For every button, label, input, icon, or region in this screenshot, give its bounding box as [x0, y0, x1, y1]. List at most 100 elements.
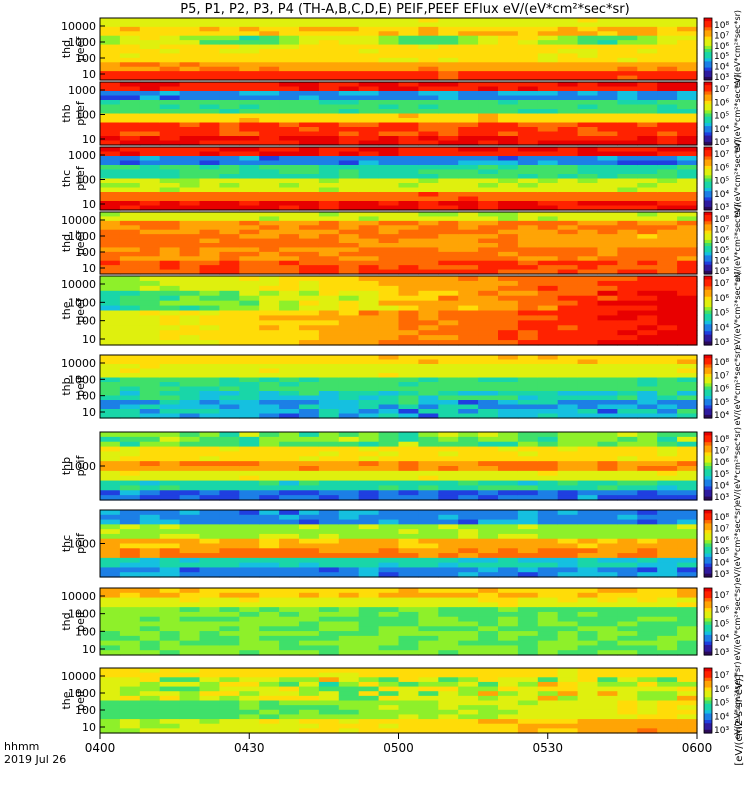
spectrogram-cell [617, 91, 638, 97]
spectrogram-cell [318, 446, 340, 453]
spectrogram-cell [478, 533, 499, 540]
spectrogram-cell [219, 220, 240, 226]
spectrogram-cell [438, 470, 459, 477]
spectrogram-cell [458, 533, 479, 540]
spectrogram-cell [318, 187, 340, 193]
spectrogram-cell [139, 127, 161, 133]
spectrogram-cell [139, 22, 161, 28]
spectrogram-cell [279, 510, 300, 516]
spectrogram-cell [418, 26, 439, 32]
spectrogram-cell [617, 470, 638, 477]
spectrogram-cell [338, 728, 360, 734]
spectrogram-cell [617, 588, 638, 594]
spectrogram-cell [100, 26, 121, 32]
spectrogram-cell [597, 160, 618, 166]
spectrogram-cell [378, 183, 400, 189]
spectrogram-cell [617, 441, 638, 448]
spectrogram-cell [517, 538, 539, 545]
spectrogram-cell [458, 691, 479, 697]
spectrogram-cell [597, 466, 618, 472]
spectrogram-cell [557, 524, 579, 530]
spectrogram-cell [458, 432, 479, 438]
spectrogram-cell [159, 192, 181, 198]
spectrogram-cell [358, 602, 380, 608]
spectrogram-cell [478, 611, 499, 618]
spectrogram-cell [458, 592, 479, 599]
spectrogram-cell [458, 44, 479, 50]
spectrogram-cell [318, 461, 340, 467]
spectrogram-cell [159, 335, 181, 341]
spectrogram-cell [358, 677, 380, 683]
spectrogram-cell [478, 151, 499, 157]
colorbar-segment [704, 414, 712, 419]
spectrogram-cell [299, 621, 320, 627]
spectrogram-cell [438, 562, 459, 569]
spectrogram-cell [259, 714, 280, 720]
spectrogram-cell [537, 719, 559, 725]
spectrogram-cell [358, 216, 380, 222]
spectrogram-cell [617, 247, 638, 253]
spectrogram-cell [517, 260, 539, 266]
spectrogram-cell [358, 212, 380, 218]
spectrogram-cell [537, 165, 559, 171]
colorbar-tick-label: 10⁵ [714, 398, 729, 408]
spectrogram-cell [219, 276, 240, 282]
spectrogram-cell [557, 300, 579, 307]
spectrogram-cell [557, 451, 579, 457]
spectrogram-cell [557, 295, 579, 302]
spectrogram-cell [657, 700, 678, 706]
colorbar-segment [704, 307, 712, 312]
spectrogram-cell [677, 524, 698, 530]
spectrogram-cell [498, 495, 519, 501]
spectrogram-cell [458, 140, 479, 146]
spectrogram-cell [517, 26, 539, 32]
spectrogram-cell [498, 285, 519, 292]
spectrogram-cell [498, 82, 519, 88]
spectrogram-cell [398, 607, 419, 613]
spectrogram-cell [239, 71, 260, 77]
spectrogram-cell [458, 147, 479, 153]
spectrogram-cell [637, 395, 658, 401]
spectrogram-cell [517, 592, 539, 599]
spectrogram-cell [279, 196, 300, 202]
spectrogram-cell [657, 140, 678, 146]
spectrogram-cell [557, 18, 579, 24]
spectrogram-cell [318, 147, 340, 153]
spectrogram-cell [318, 588, 340, 594]
spectrogram-cell [100, 196, 121, 202]
spectrogram-cell [100, 538, 121, 545]
spectrogram-cell [259, 359, 280, 365]
spectrogram-cell [219, 404, 240, 410]
spectrogram-cell [239, 75, 260, 81]
spectrogram-cell [239, 26, 260, 32]
spectrogram-cell [279, 672, 300, 678]
spectrogram-cell [318, 118, 340, 124]
spectrogram-cell [279, 229, 300, 235]
spectrogram-cell [279, 538, 300, 545]
spectrogram-cell [358, 260, 380, 266]
spectrogram-cell [139, 122, 161, 128]
spectrogram-cell [577, 461, 599, 467]
spectrogram-cell [537, 495, 559, 501]
spectrogram-cell [617, 355, 638, 361]
spectrogram-cell [617, 400, 638, 406]
spectrogram-cell [358, 305, 380, 312]
spectrogram-cell [637, 147, 658, 153]
colorbar-segment [704, 520, 712, 524]
colorbar-frame [703, 275, 713, 346]
spectrogram-cell [279, 677, 300, 683]
spectrogram-cell [299, 700, 320, 706]
spectrogram-cell [498, 300, 519, 307]
spectrogram-cell [537, 225, 559, 231]
panel-frame [99, 81, 698, 146]
spectrogram-cell [318, 359, 340, 365]
spectrogram-cell [299, 35, 320, 41]
spectrogram-cell [537, 229, 559, 235]
spectrogram-cell [438, 71, 459, 77]
spectrogram-cell [557, 588, 579, 594]
colorbar-unit-label: eV/(eV*cm²*sec*sr) [733, 139, 742, 217]
spectrogram-cell [219, 719, 240, 725]
spectrogram-cell [239, 723, 260, 729]
spectrogram-cell [577, 340, 599, 346]
spectrogram-cell [179, 234, 201, 240]
